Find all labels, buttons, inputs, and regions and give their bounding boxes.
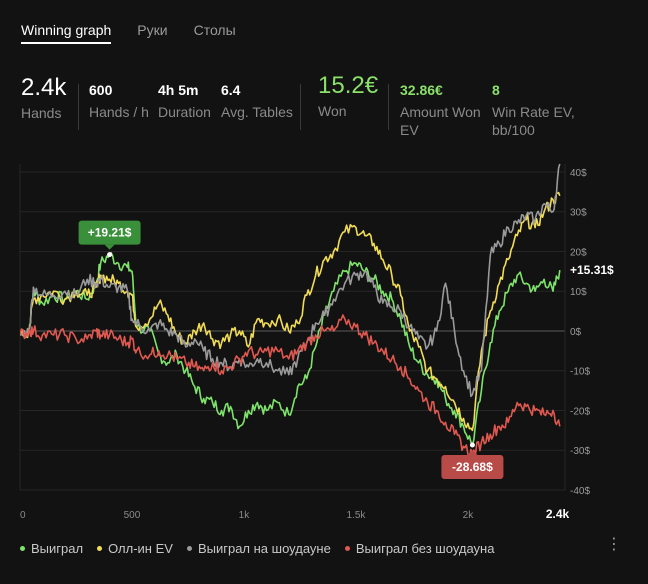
min-value-label: -28.68$ [452, 460, 493, 474]
stats-divider [388, 84, 389, 130]
stat-win-rate-ev: 8 Win Rate EV, bb/100 [492, 82, 575, 139]
y-tick-label: -20$ [570, 406, 590, 417]
tab-tables[interactable]: Столы [193, 22, 236, 38]
x-axis: 0 500 1k 1.5k 2k 2.4k [20, 507, 570, 521]
x-tick-label: 0 [20, 510, 26, 521]
max-value-badge-pointer [104, 244, 115, 250]
max-value-badge [78, 220, 141, 245]
legend-dot [97, 546, 103, 551]
y-tick-label: 0$ [570, 327, 582, 338]
stat-amount-won-ev-label-1: Amount Won [400, 104, 481, 120]
stat-amount-won-ev-value: 32.86€ [400, 82, 443, 98]
stats-divider [78, 84, 79, 130]
stat-win-rate-ev-label-1: Win Rate EV, [492, 104, 575, 120]
tab-winning-graph[interactable]: Winning graph [21, 22, 112, 44]
x-tick-label: 2k [463, 510, 475, 521]
y-tick-label: -10$ [570, 367, 590, 378]
legend-item-non-showdown[interactable]: Выиграл без шоудауна [344, 541, 495, 556]
stat-won: 15.2€ Won [318, 72, 378, 120]
stat-duration-value: 4h 5m [158, 82, 199, 98]
winning-graph-chart[interactable]: 0 500 1k 1.5k 2k 2.4k 40$ 30$ 20$ 10$ 0$ -10$ -20$ -… [0, 150, 648, 530]
stat-duration: 4h 5m Duration [158, 82, 211, 121]
min-value-badge-pointer [467, 449, 478, 455]
stat-win-rate-ev-label-2: bb/100 [492, 122, 535, 138]
max-value-marker [107, 252, 113, 258]
x-tick-label: 1.5k [346, 510, 366, 521]
series-line-1 [20, 191, 561, 432]
stat-hands-per-hour-label: Hands / h [89, 104, 149, 120]
stat-hands-per-hour: 600 Hands / h [89, 82, 149, 121]
x-tick-label: 1k [239, 510, 251, 521]
y-tick-label: -30$ [570, 446, 590, 457]
legend-label: Олл-ин EV [108, 541, 173, 556]
stats-divider [300, 84, 301, 130]
y-tick-label: 20$ [570, 247, 587, 258]
stat-won-label: Won [318, 103, 347, 119]
max-value-label: +19.21$ [88, 226, 132, 240]
stat-won-value: 15.2€ [318, 72, 379, 99]
x-tick-label: 2.4k [546, 507, 570, 521]
vertical-ellipsis-icon[interactable]: ⋮ [606, 536, 622, 553]
stat-hands: 2.4k Hands [21, 74, 66, 122]
y-tick-label: 10$ [570, 287, 587, 298]
y-tick-label: 40$ [570, 168, 587, 179]
legend-label: Выиграл [31, 541, 84, 556]
tab-hands[interactable]: Руки [137, 22, 168, 38]
y-axis: 40$ 30$ 20$ 10$ 0$ -10$ -20$ -30$ -40$ [570, 168, 590, 497]
stat-amount-won-ev: 32.86€ Amount Won EV [400, 82, 481, 139]
end-value-label: +15.31$ [570, 263, 614, 277]
min-value-badge [441, 454, 504, 479]
legend-dot [344, 546, 350, 551]
legend-dot [186, 546, 192, 551]
legend-label: Выиграл на шоудауне [197, 541, 331, 556]
series-line-3 [20, 314, 561, 458]
stat-hands-per-hour-value: 600 [89, 82, 113, 98]
y-tick-label: 30$ [570, 208, 587, 219]
legend-item-allin-ev[interactable]: Олл-ин EV [97, 541, 173, 556]
stat-hands-label: Hands [21, 105, 62, 121]
series-line-2 [20, 163, 561, 398]
min-value-marker [469, 442, 475, 448]
stat-duration-label: Duration [158, 104, 211, 120]
stat-avg-tables: 6.4 Avg. Tables [221, 82, 293, 121]
stat-avg-tables-value: 6.4 [221, 82, 241, 98]
stat-amount-won-ev-label-2: EV [400, 122, 419, 138]
y-tick-label: -40$ [570, 486, 590, 497]
legend-label: Выиграл без шоудауна [355, 541, 495, 556]
legend-item-showdown[interactable]: Выиграл на шоудауне [186, 541, 331, 556]
stat-win-rate-ev-value: 8 [492, 82, 500, 98]
x-tick-label: 500 [124, 510, 141, 521]
chart-annotations: +19.21$ -28.68$ +15.31$ [78, 220, 614, 479]
series-line-0 [20, 252, 561, 446]
stat-avg-tables-label: Avg. Tables [221, 104, 293, 120]
tab-bar: Winning graph Руки Столы [21, 22, 262, 44]
stats-panel: 2.4k Hands 600 Hands / h 4h 5m Duration … [0, 70, 648, 140]
chart-legend: Выиграл Олл-ин EV Выиграл на шоудауне Вы… [20, 541, 508, 556]
chart-series-group [20, 163, 561, 458]
stat-hands-value: 2.4k [21, 74, 67, 101]
legend-dot [20, 546, 25, 551]
legend-item-won[interactable]: Выиграл [20, 541, 83, 556]
